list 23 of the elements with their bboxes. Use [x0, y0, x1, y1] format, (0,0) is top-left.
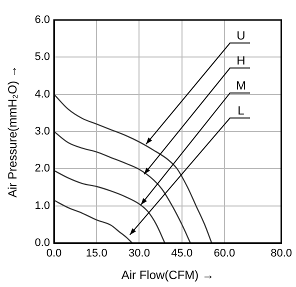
annotation: M — [236, 78, 246, 92]
y-tick-label: 5.0 — [34, 51, 50, 64]
line-series — [54, 200, 133, 243]
line-series — [54, 130, 191, 243]
x-tick-label: 60.0 — [214, 248, 236, 260]
line-series — [54, 170, 166, 243]
y-tick-label: 6.0 — [34, 14, 50, 26]
annotation: U — [236, 28, 246, 42]
y-tick-label: 1.0 — [34, 200, 50, 212]
annotation: L — [238, 103, 245, 118]
y-tick-label: 3.0 — [34, 126, 50, 138]
y-tick-label: 0.0 — [34, 237, 50, 250]
line-series — [54, 94, 212, 243]
y-tick-label: 4.0 — [34, 88, 50, 100]
x-tick-label: 30.0 — [128, 248, 150, 260]
y-axis-title: Air Pressure(mmH₂O) → — [6, 66, 20, 198]
y-tick-label: 2.0 — [34, 162, 50, 175]
annotation: H — [236, 53, 246, 68]
x-axis-title: Air Flow(CFM) → — [121, 268, 214, 282]
x-tick-label: 15.0 — [86, 248, 108, 260]
x-tick-label: 0.0 — [46, 248, 62, 260]
x-tick-label: 80.0 — [270, 248, 292, 260]
x-tick-label: 45.0 — [171, 248, 193, 260]
